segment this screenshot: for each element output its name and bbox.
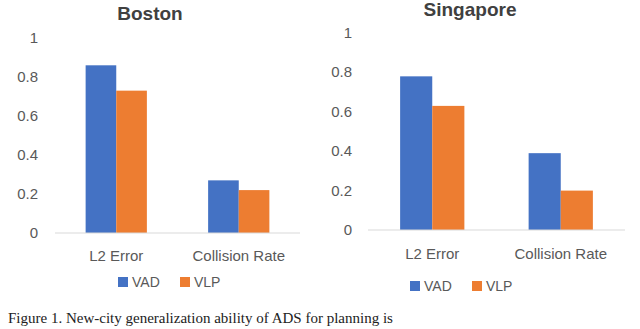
y-tick bbox=[52, 77, 55, 78]
legend-label: VLP bbox=[194, 274, 220, 290]
bar bbox=[86, 65, 117, 233]
legend-label: VLP bbox=[486, 278, 512, 294]
y-tick-label: 1 bbox=[344, 24, 352, 41]
y-tick bbox=[52, 155, 55, 156]
bar bbox=[529, 153, 561, 230]
x-tick-label: Collision Rate bbox=[514, 245, 607, 262]
legend-label: VAD bbox=[424, 278, 452, 294]
x-tick-label: L2 Error bbox=[89, 247, 143, 264]
figure: Boston 0 0.2 0.4 0.6 0.8 1 L2 Error Collision Ra… bbox=[0, 0, 640, 329]
y-tick bbox=[365, 151, 368, 152]
y-tick-label: 0.4 bbox=[17, 146, 38, 163]
bar bbox=[400, 76, 432, 230]
y-tick-label: 0.6 bbox=[331, 103, 352, 120]
bars bbox=[86, 65, 270, 233]
bars bbox=[400, 76, 593, 230]
y-tick-label: 0.8 bbox=[17, 68, 38, 85]
chart-title: Singapore bbox=[424, 0, 517, 20]
y-tick bbox=[365, 33, 368, 34]
legend-label: VAD bbox=[132, 274, 160, 290]
y-tick-label: 0 bbox=[344, 221, 352, 238]
bar bbox=[208, 180, 239, 233]
bar bbox=[561, 191, 593, 230]
axis-line bbox=[368, 230, 625, 231]
y-tick-label: 0.8 bbox=[331, 63, 352, 80]
caption: Figure 1. New-city generalization abilit… bbox=[8, 310, 393, 326]
y-tick bbox=[52, 38, 55, 39]
axis-line bbox=[55, 233, 300, 234]
y-tick-label: 0.2 bbox=[17, 185, 38, 202]
x-tick-label: Collision Rate bbox=[192, 247, 285, 264]
y-tick-label: 0.4 bbox=[331, 142, 352, 159]
y-tick-label: 0.2 bbox=[331, 182, 352, 199]
chart-panel: Boston 0 0.2 0.4 0.6 0.8 1 L2 Error Collision Ra… bbox=[17, 3, 300, 290]
chart-panel: Singapore 0 0.2 0.4 0.6 0.8 1 L2 Error Collision… bbox=[331, 0, 625, 294]
bar bbox=[116, 91, 147, 233]
y-tick bbox=[365, 72, 368, 73]
y-tick bbox=[365, 190, 368, 191]
y-tick-label: 1 bbox=[30, 29, 38, 46]
legend-swatch bbox=[118, 277, 128, 287]
x-tick-label: L2 Error bbox=[405, 245, 459, 262]
y-tick bbox=[365, 230, 368, 231]
y-tick bbox=[52, 233, 55, 234]
y-tick bbox=[365, 111, 368, 112]
y-tick bbox=[52, 116, 55, 117]
y-tick-label: 0.6 bbox=[17, 107, 38, 124]
bar bbox=[432, 106, 464, 230]
y-tick-label: 0 bbox=[30, 224, 38, 241]
legend-swatch bbox=[472, 281, 482, 291]
bar bbox=[239, 190, 270, 233]
y-tick bbox=[52, 194, 55, 195]
legend-swatch bbox=[180, 277, 190, 287]
legend-swatch bbox=[410, 281, 420, 291]
chart-title: Boston bbox=[117, 3, 182, 24]
